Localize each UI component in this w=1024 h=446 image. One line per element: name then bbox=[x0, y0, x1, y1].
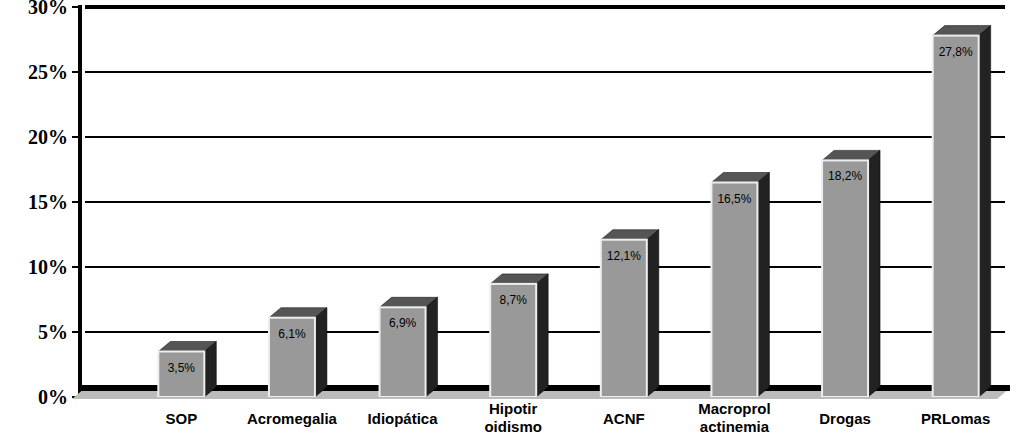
chart: 0% 5% 10% 15% 20% 25% 30% 3,5% 6,1% 6,9% 8,7% 12,1%… bbox=[0, 0, 1024, 446]
category-label-line: oidismo bbox=[484, 418, 542, 435]
bar bbox=[711, 173, 769, 398]
category-label: Hipotiroidismo bbox=[484, 400, 542, 435]
data-label: 12,1% bbox=[607, 249, 641, 263]
data-label: 16,5% bbox=[717, 192, 751, 206]
grid-line bbox=[85, 5, 1005, 9]
tick-label: 10% bbox=[28, 256, 68, 278]
category-label: SOP bbox=[165, 410, 197, 427]
tick-label: 30% bbox=[28, 0, 68, 18]
bar bbox=[158, 342, 216, 398]
data-label: 6,1% bbox=[278, 327, 306, 341]
category-label-line: Hipotir bbox=[489, 400, 537, 417]
category-label: Drogas bbox=[819, 410, 871, 427]
category-label-line: Macroprol bbox=[698, 400, 771, 417]
bar bbox=[269, 308, 327, 397]
tick-label: 25% bbox=[28, 61, 68, 83]
category-label: PRLomas bbox=[921, 410, 990, 427]
bar-side bbox=[647, 230, 659, 397]
category-label: Acromegalia bbox=[247, 410, 338, 427]
data-label: 18,2% bbox=[828, 169, 862, 183]
tick-label: 5% bbox=[38, 321, 68, 343]
bar-front bbox=[490, 284, 536, 397]
category-label: ACNF bbox=[603, 410, 645, 427]
bar bbox=[490, 274, 548, 397]
bar-front bbox=[933, 36, 979, 397]
bar-front bbox=[380, 307, 426, 397]
bar-side bbox=[979, 26, 991, 397]
bar-front bbox=[269, 318, 315, 397]
bars bbox=[158, 26, 990, 397]
bar-side bbox=[757, 173, 769, 398]
category-label-line: actinemia bbox=[700, 418, 770, 435]
data-label: 3,5% bbox=[168, 361, 196, 375]
bar-side bbox=[426, 297, 438, 397]
labels: 3,5% 6,1% 6,9% 8,7% 12,1% 16,5% 18,2% 27,8% bbox=[168, 45, 973, 375]
bar-front bbox=[158, 352, 204, 398]
tick-label: 15% bbox=[28, 191, 68, 213]
data-label: 27,8% bbox=[939, 45, 973, 59]
bar bbox=[380, 297, 438, 397]
bar-side bbox=[536, 274, 548, 397]
bar-front bbox=[601, 240, 647, 397]
data-label: 8,7% bbox=[500, 293, 528, 307]
tick-label: 20% bbox=[28, 126, 68, 148]
category-label: Idiopática bbox=[368, 410, 439, 427]
category-label: Macroprolactinemia bbox=[698, 400, 771, 435]
bar-front bbox=[711, 183, 757, 398]
grid-line bbox=[85, 136, 1005, 138]
bar bbox=[601, 230, 659, 397]
data-label: 6,9% bbox=[389, 316, 417, 330]
y-axis bbox=[78, 5, 82, 397]
tick-label: 0% bbox=[38, 386, 68, 408]
bar bbox=[933, 26, 991, 397]
bar-side bbox=[204, 342, 216, 398]
bar-side bbox=[315, 308, 327, 397]
bar-side bbox=[868, 150, 880, 397]
bar bbox=[822, 150, 880, 397]
bar-front bbox=[822, 160, 868, 397]
grid-line bbox=[85, 71, 1005, 73]
